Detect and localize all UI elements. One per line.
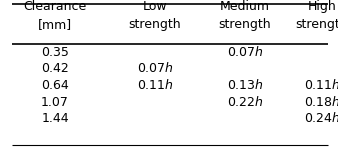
Text: 0.64: 0.64	[41, 79, 69, 92]
Text: 0.42: 0.42	[41, 62, 69, 76]
Text: 0.11$h$: 0.11$h$	[137, 78, 173, 92]
Text: 0.13$h$: 0.13$h$	[226, 78, 263, 92]
Text: 0.22$h$: 0.22$h$	[227, 94, 263, 108]
Text: 1.07: 1.07	[41, 96, 69, 108]
Text: strength: strength	[129, 18, 181, 31]
Text: 0.35: 0.35	[41, 46, 69, 59]
Text: Medium: Medium	[220, 0, 270, 13]
Text: 0.24$h$: 0.24$h$	[304, 111, 338, 125]
Text: 1.44: 1.44	[41, 112, 69, 125]
Text: 0.07$h$: 0.07$h$	[226, 45, 263, 59]
Text: strength: strength	[219, 18, 271, 31]
Text: Low: Low	[143, 0, 167, 13]
Text: High: High	[308, 0, 336, 13]
Text: 0.07$h$: 0.07$h$	[137, 62, 173, 76]
Text: Clearance: Clearance	[23, 0, 87, 13]
Text: 0.11$h$: 0.11$h$	[304, 78, 338, 92]
Text: [mm]: [mm]	[38, 18, 72, 31]
Text: strength: strength	[296, 18, 338, 31]
Text: 0.18$h$: 0.18$h$	[304, 94, 338, 108]
